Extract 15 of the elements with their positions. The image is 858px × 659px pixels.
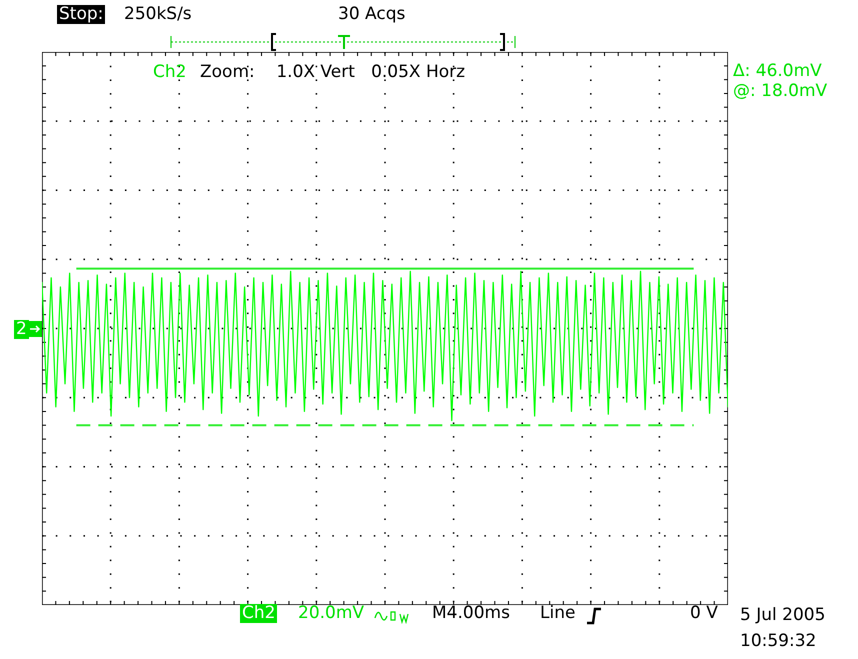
text: Ch2 (240, 603, 278, 623)
text: 250kS/s (124, 4, 192, 24)
text: Line (540, 603, 576, 623)
text: 20.0mV (298, 603, 364, 623)
text: 5 Jul 2005 (740, 605, 826, 625)
text: 0 V (690, 603, 718, 623)
text: Δ: 46.0mV (733, 61, 822, 81)
text: 30 Acqs (338, 4, 406, 24)
text: @: 18.0mV (733, 81, 828, 101)
text: 2 (14, 319, 29, 339)
text: Ch2 (153, 62, 186, 82)
text: M4.00ms (432, 603, 510, 623)
text: Stop: (57, 4, 106, 24)
chart-title: Zoom: 1.0X Vert 0.05X Horz (200, 62, 466, 82)
text: 10:59:32 (740, 631, 816, 651)
